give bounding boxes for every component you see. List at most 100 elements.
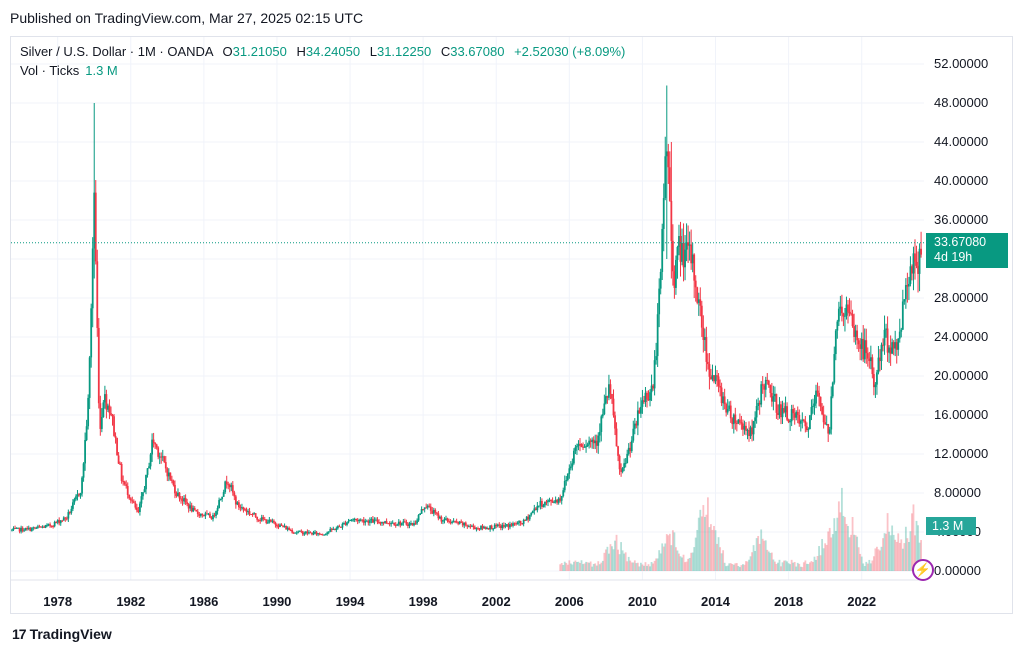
volume-bar	[571, 564, 574, 571]
candle-body	[819, 396, 822, 407]
candle-body	[356, 519, 359, 522]
volume-bar	[621, 550, 624, 571]
candle-body	[11, 529, 13, 531]
candle-body	[277, 526, 280, 528]
volume-bar	[769, 552, 772, 571]
candle-body	[553, 502, 556, 504]
candle-body	[638, 410, 641, 414]
candle-body	[901, 301, 904, 330]
candle-body	[763, 385, 766, 390]
candle-body	[764, 379, 767, 390]
candle-body	[56, 520, 59, 523]
candle-body	[534, 508, 537, 511]
volume-bar	[729, 563, 732, 571]
volume-bar	[772, 559, 775, 571]
candle-body	[394, 524, 397, 526]
candle-body	[728, 405, 731, 410]
grid-lines	[11, 37, 924, 581]
candle-body	[460, 521, 463, 523]
candle-body	[332, 528, 335, 530]
candle-body	[904, 285, 907, 300]
candle-body	[920, 248, 922, 255]
candle-body	[854, 330, 857, 337]
candle-body	[145, 474, 147, 490]
candle-body	[344, 523, 347, 525]
candle-body	[218, 500, 220, 508]
candle-body	[856, 330, 859, 341]
y-tick-label: 48.00000	[934, 95, 988, 110]
candle-body	[259, 520, 262, 522]
candle-body	[603, 403, 606, 415]
candle-body	[73, 499, 76, 503]
volume-bar	[606, 546, 609, 571]
volume-bar	[754, 550, 757, 571]
candle-body	[863, 340, 866, 360]
close-label: C	[440, 44, 451, 59]
volume-bar	[851, 517, 854, 571]
candle-body	[222, 492, 225, 497]
candle-body	[304, 531, 307, 534]
candle-body	[384, 521, 386, 523]
candle-body	[125, 484, 128, 487]
volume-bar	[805, 563, 808, 571]
candle-body	[123, 481, 126, 485]
candle-body	[225, 481, 228, 485]
candle-body	[67, 512, 70, 519]
volume-bar	[801, 567, 804, 571]
candle-body	[582, 446, 584, 448]
candle-body	[857, 340, 860, 345]
candle-body	[775, 393, 778, 413]
candle-body	[438, 516, 441, 519]
candle-body	[12, 528, 15, 530]
volume-bar	[755, 538, 758, 571]
candle-body	[583, 446, 586, 448]
volume-bar	[563, 561, 566, 571]
candle-body	[321, 534, 324, 536]
candle-body	[407, 524, 409, 526]
symbol-legend: Silver / U.S. Dollar · 1M · OANDA O31.21…	[20, 44, 625, 59]
candle-body	[635, 423, 638, 426]
lightning-icon[interactable]: ⚡	[912, 559, 934, 581]
candle-body	[598, 431, 601, 436]
volume-bar	[767, 551, 770, 571]
candle-body	[839, 306, 842, 309]
chart-frame[interactable]	[10, 36, 1013, 614]
candle-body	[679, 236, 682, 262]
candle-body	[836, 321, 839, 331]
candle-body	[387, 523, 390, 525]
candle-body	[780, 404, 782, 418]
candle-body	[815, 390, 817, 404]
candle-body	[340, 526, 342, 528]
candle-body	[483, 526, 485, 529]
candle-body	[886, 328, 889, 353]
volume-bar	[752, 545, 755, 571]
candle-body	[697, 299, 700, 303]
volume-bar	[818, 546, 820, 571]
candle-body	[580, 444, 583, 447]
candle-body	[134, 502, 137, 508]
candle-body	[82, 463, 85, 478]
volume-bar	[857, 547, 860, 571]
volume-bar	[646, 565, 648, 571]
candle-body	[579, 443, 581, 445]
volume-bars	[559, 487, 922, 571]
candle-body	[892, 342, 895, 349]
candle-body	[55, 521, 58, 523]
candle-body	[595, 440, 598, 446]
volume-bar	[707, 497, 709, 571]
volume-bar	[783, 560, 785, 571]
candle-body	[58, 520, 61, 524]
candle-body	[110, 413, 112, 415]
candle-body	[519, 520, 522, 524]
candle-body	[32, 527, 35, 529]
volume-bar	[816, 556, 819, 571]
candle-body	[915, 261, 918, 266]
volume-bar	[911, 513, 913, 571]
candle-body	[486, 528, 489, 530]
candle-body	[248, 511, 251, 515]
volume-bar	[722, 550, 725, 571]
candle-body	[604, 396, 607, 404]
candle-body	[405, 521, 408, 525]
candle-body	[117, 455, 120, 464]
